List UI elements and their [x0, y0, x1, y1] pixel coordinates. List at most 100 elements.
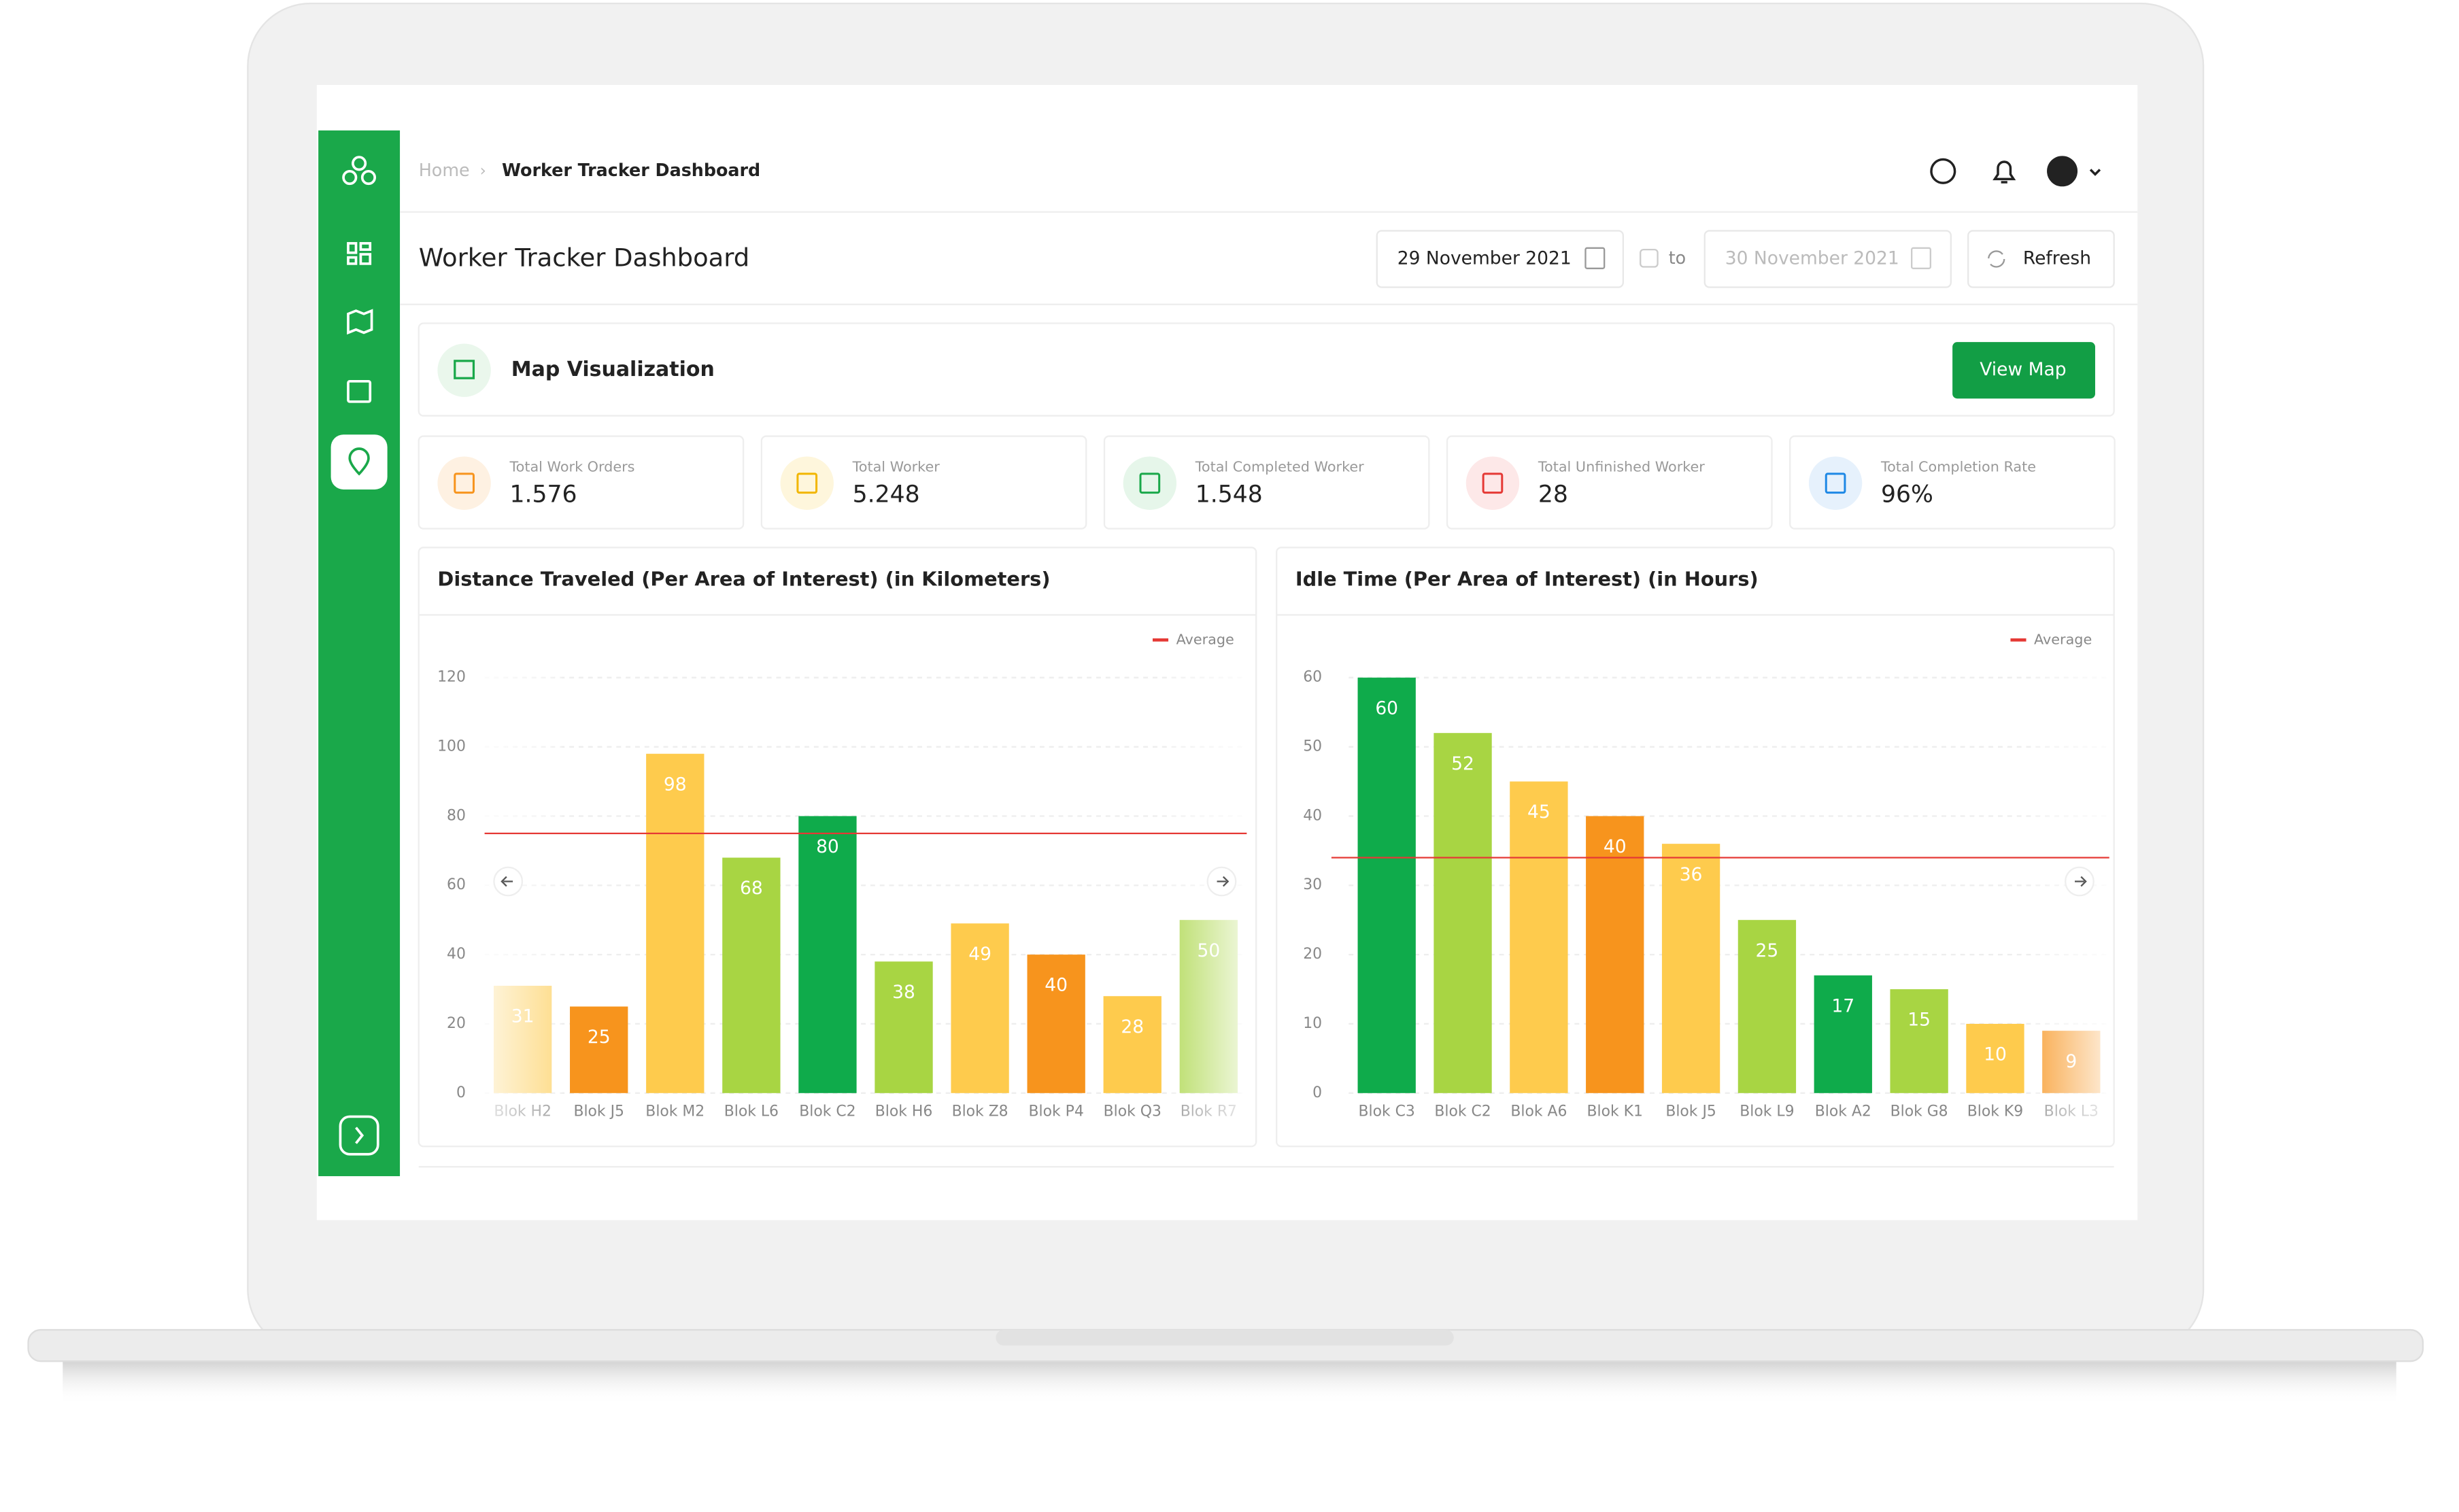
- nav-arrow-icon: [501, 876, 513, 887]
- breadcrumb-home[interactable]: Home: [419, 160, 470, 180]
- stat-value: 1.576: [509, 481, 577, 509]
- x-tick-label: Blok L9: [1740, 1103, 1794, 1120]
- x-tick-label: Blok C2: [1434, 1103, 1491, 1120]
- x-tick-label: Blok H6: [875, 1103, 933, 1120]
- date-from[interactable]: [1376, 230, 1624, 288]
- bar: [1966, 1023, 2024, 1093]
- bar-value-label: 38: [892, 982, 915, 1003]
- x-tick-label: Blok K1: [1587, 1103, 1643, 1120]
- y-tick-label: 0: [456, 1084, 466, 1101]
- date-to-text: 30 November 2021: [1725, 247, 1899, 269]
- bar: [570, 1006, 628, 1093]
- stat-value: 28: [1538, 481, 1568, 509]
- y-tick-label: 30: [1303, 876, 1322, 893]
- bar-value-label: 98: [664, 774, 687, 795]
- map-card-title: Map Visualization: [511, 358, 715, 381]
- bar-value-label: 49: [968, 944, 991, 965]
- nav-arrow-icon: [2075, 876, 2087, 887]
- map-card: [418, 322, 2115, 417]
- edge-fade: [483, 670, 562, 1124]
- bar: [1027, 955, 1085, 1093]
- x-tick-label: Blok C2: [799, 1103, 855, 1120]
- stat-value: 96%: [1881, 481, 1933, 509]
- bar-value-label: 68: [740, 878, 763, 899]
- y-tick-label: 20: [1303, 946, 1322, 963]
- laptop-shadow: [63, 1358, 2396, 1405]
- x-tick-label: Blok L6: [724, 1103, 779, 1120]
- x-tick-label: Blok P4: [1029, 1103, 1084, 1120]
- bar-value-label: 10: [1984, 1044, 2007, 1065]
- bar: [1103, 996, 1161, 1093]
- bar-value-label: 40: [1604, 836, 1627, 857]
- stat-icon: [1825, 472, 1846, 494]
- stat-card: [418, 435, 745, 530]
- bar-value-label: 17: [1831, 995, 1854, 1016]
- view-map-button[interactable]: [1952, 342, 2095, 399]
- x-tick-label: Blok A6: [1510, 1103, 1567, 1120]
- stat-value: 1.548: [1195, 481, 1263, 509]
- avatar[interactable]: [2047, 156, 2078, 187]
- edge-fade: [2032, 670, 2111, 1124]
- refresh-text: Refresh: [2023, 247, 2091, 269]
- bar: [875, 961, 933, 1093]
- bar: [1890, 989, 1948, 1093]
- checkbox[interactable]: [1640, 248, 1659, 268]
- bar-value-label: 40: [1045, 975, 1068, 996]
- x-tick-label: Blok M2: [645, 1103, 705, 1120]
- laptop-notch: [996, 1330, 1454, 1346]
- stat-icon-bg: [1123, 456, 1177, 510]
- bar-value-label: 60: [1375, 698, 1398, 719]
- bar: [1814, 975, 1872, 1093]
- map-icon: [454, 360, 475, 379]
- stat-value: 5.248: [853, 481, 920, 509]
- bar: [646, 753, 705, 1093]
- bar: [1661, 844, 1720, 1093]
- stat-icon-bg: [437, 456, 491, 510]
- y-tick-label: 100: [437, 738, 466, 755]
- bar: [798, 816, 857, 1093]
- stat-icon-bg: [1465, 456, 1520, 510]
- x-tick-label: Blok Q3: [1104, 1103, 1161, 1120]
- x-tick-label: Blok J5: [573, 1103, 624, 1120]
- stat-icon: [1139, 472, 1161, 494]
- sidebar-icons: [330, 156, 388, 1156]
- refresh-button[interactable]: [1967, 230, 2115, 288]
- x-tick-label: Blok Z8: [952, 1103, 1008, 1120]
- chart-title: Idle Time (Per Area of Interest) (in Hou…: [1295, 568, 1759, 591]
- bar-value-label: 25: [588, 1027, 611, 1048]
- y-tick-label: 60: [447, 876, 466, 893]
- breadcrumb-sep: ›: [480, 162, 486, 179]
- help-icon[interactable]: [1930, 158, 1956, 184]
- stat-label: Total Work Orders: [509, 459, 634, 475]
- bar-value-label: 25: [1756, 940, 1779, 961]
- bell-icon[interactable]: [1992, 160, 2016, 184]
- bar-value-label: 52: [1451, 753, 1474, 774]
- stat-card: [1446, 435, 1773, 530]
- bar: [1737, 920, 1797, 1093]
- calendar-icon: [1911, 247, 1931, 269]
- view-map-text: View Map: [1980, 359, 2066, 380]
- y-tick-label: 10: [1303, 1015, 1322, 1032]
- y-tick-label: 0: [1312, 1084, 1322, 1101]
- bar: [951, 923, 1009, 1093]
- bar-value-label: 28: [1121, 1016, 1144, 1037]
- bar-value-label: 15: [1907, 1010, 1931, 1031]
- x-tick-label: Blok J5: [1665, 1103, 1716, 1120]
- x-tick-label: Blok K9: [1967, 1103, 2023, 1120]
- y-tick-label: 120: [437, 669, 466, 686]
- stat-icon-bg: [1808, 456, 1863, 510]
- date-to[interactable]: [1703, 230, 1952, 288]
- bar-value-label: 36: [1680, 864, 1703, 885]
- x-tick-label: Blok G8: [1890, 1103, 1948, 1120]
- refresh-icon: [1988, 250, 2005, 268]
- top-icons: [1930, 156, 2101, 187]
- calendar-icon: [1584, 247, 1606, 269]
- y-tick-label: 20: [447, 1015, 466, 1032]
- stat-label: Total Worker: [852, 459, 940, 475]
- bar: [1434, 733, 1492, 1093]
- map-icon-bg: [437, 343, 491, 397]
- stat-icon: [796, 472, 818, 494]
- to-label: to: [1669, 247, 1686, 268]
